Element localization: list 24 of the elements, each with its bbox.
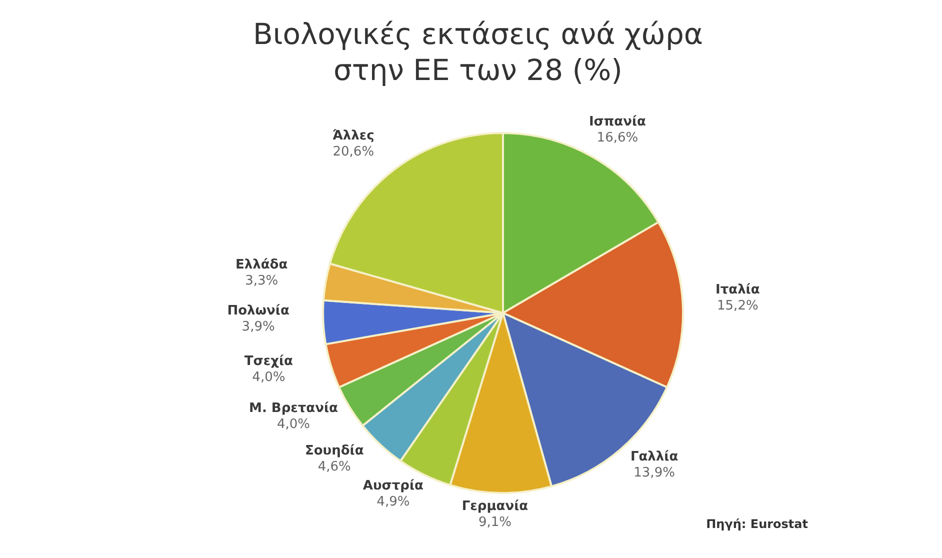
slice-label: Ελλάδα — [236, 257, 288, 272]
data-label: 4,6% — [318, 460, 351, 475]
slice-label: Μ. Βρετανία — [249, 400, 338, 416]
slice-label: Ισπανία — [588, 114, 646, 130]
chart-title: Βιολογικές εκτάσεις ανά χώρα στην ΕΕ των 28 (%) — [253, 17, 703, 87]
data-label: 3,9% — [242, 320, 275, 335]
data-label: 13,9% — [634, 465, 675, 480]
data-label: 4,0% — [276, 416, 310, 432]
data-label: 20,6% — [332, 144, 374, 160]
data-label: 15,2% — [717, 298, 758, 314]
slice-label: Αυστρία — [362, 478, 424, 494]
data-label: 9,1% — [478, 514, 512, 530]
slice-label: Γερμανία — [462, 498, 528, 514]
slice-label: Άλλες — [332, 128, 374, 144]
slice-label: Ιταλία — [716, 282, 760, 298]
data-label: 4,0% — [252, 370, 286, 385]
slice-label: Τσεχία — [244, 354, 294, 369]
slice-label: Σουηδία — [305, 444, 364, 459]
slice-label: Γαλλία — [630, 449, 678, 464]
slice-label: Πολωνία — [227, 304, 290, 319]
data-label: 4,9% — [376, 494, 410, 510]
data-label: 16,6% — [596, 130, 638, 146]
data-label: 3,3% — [245, 273, 278, 288]
text: Πηγή: Eurostat — [706, 517, 808, 531]
